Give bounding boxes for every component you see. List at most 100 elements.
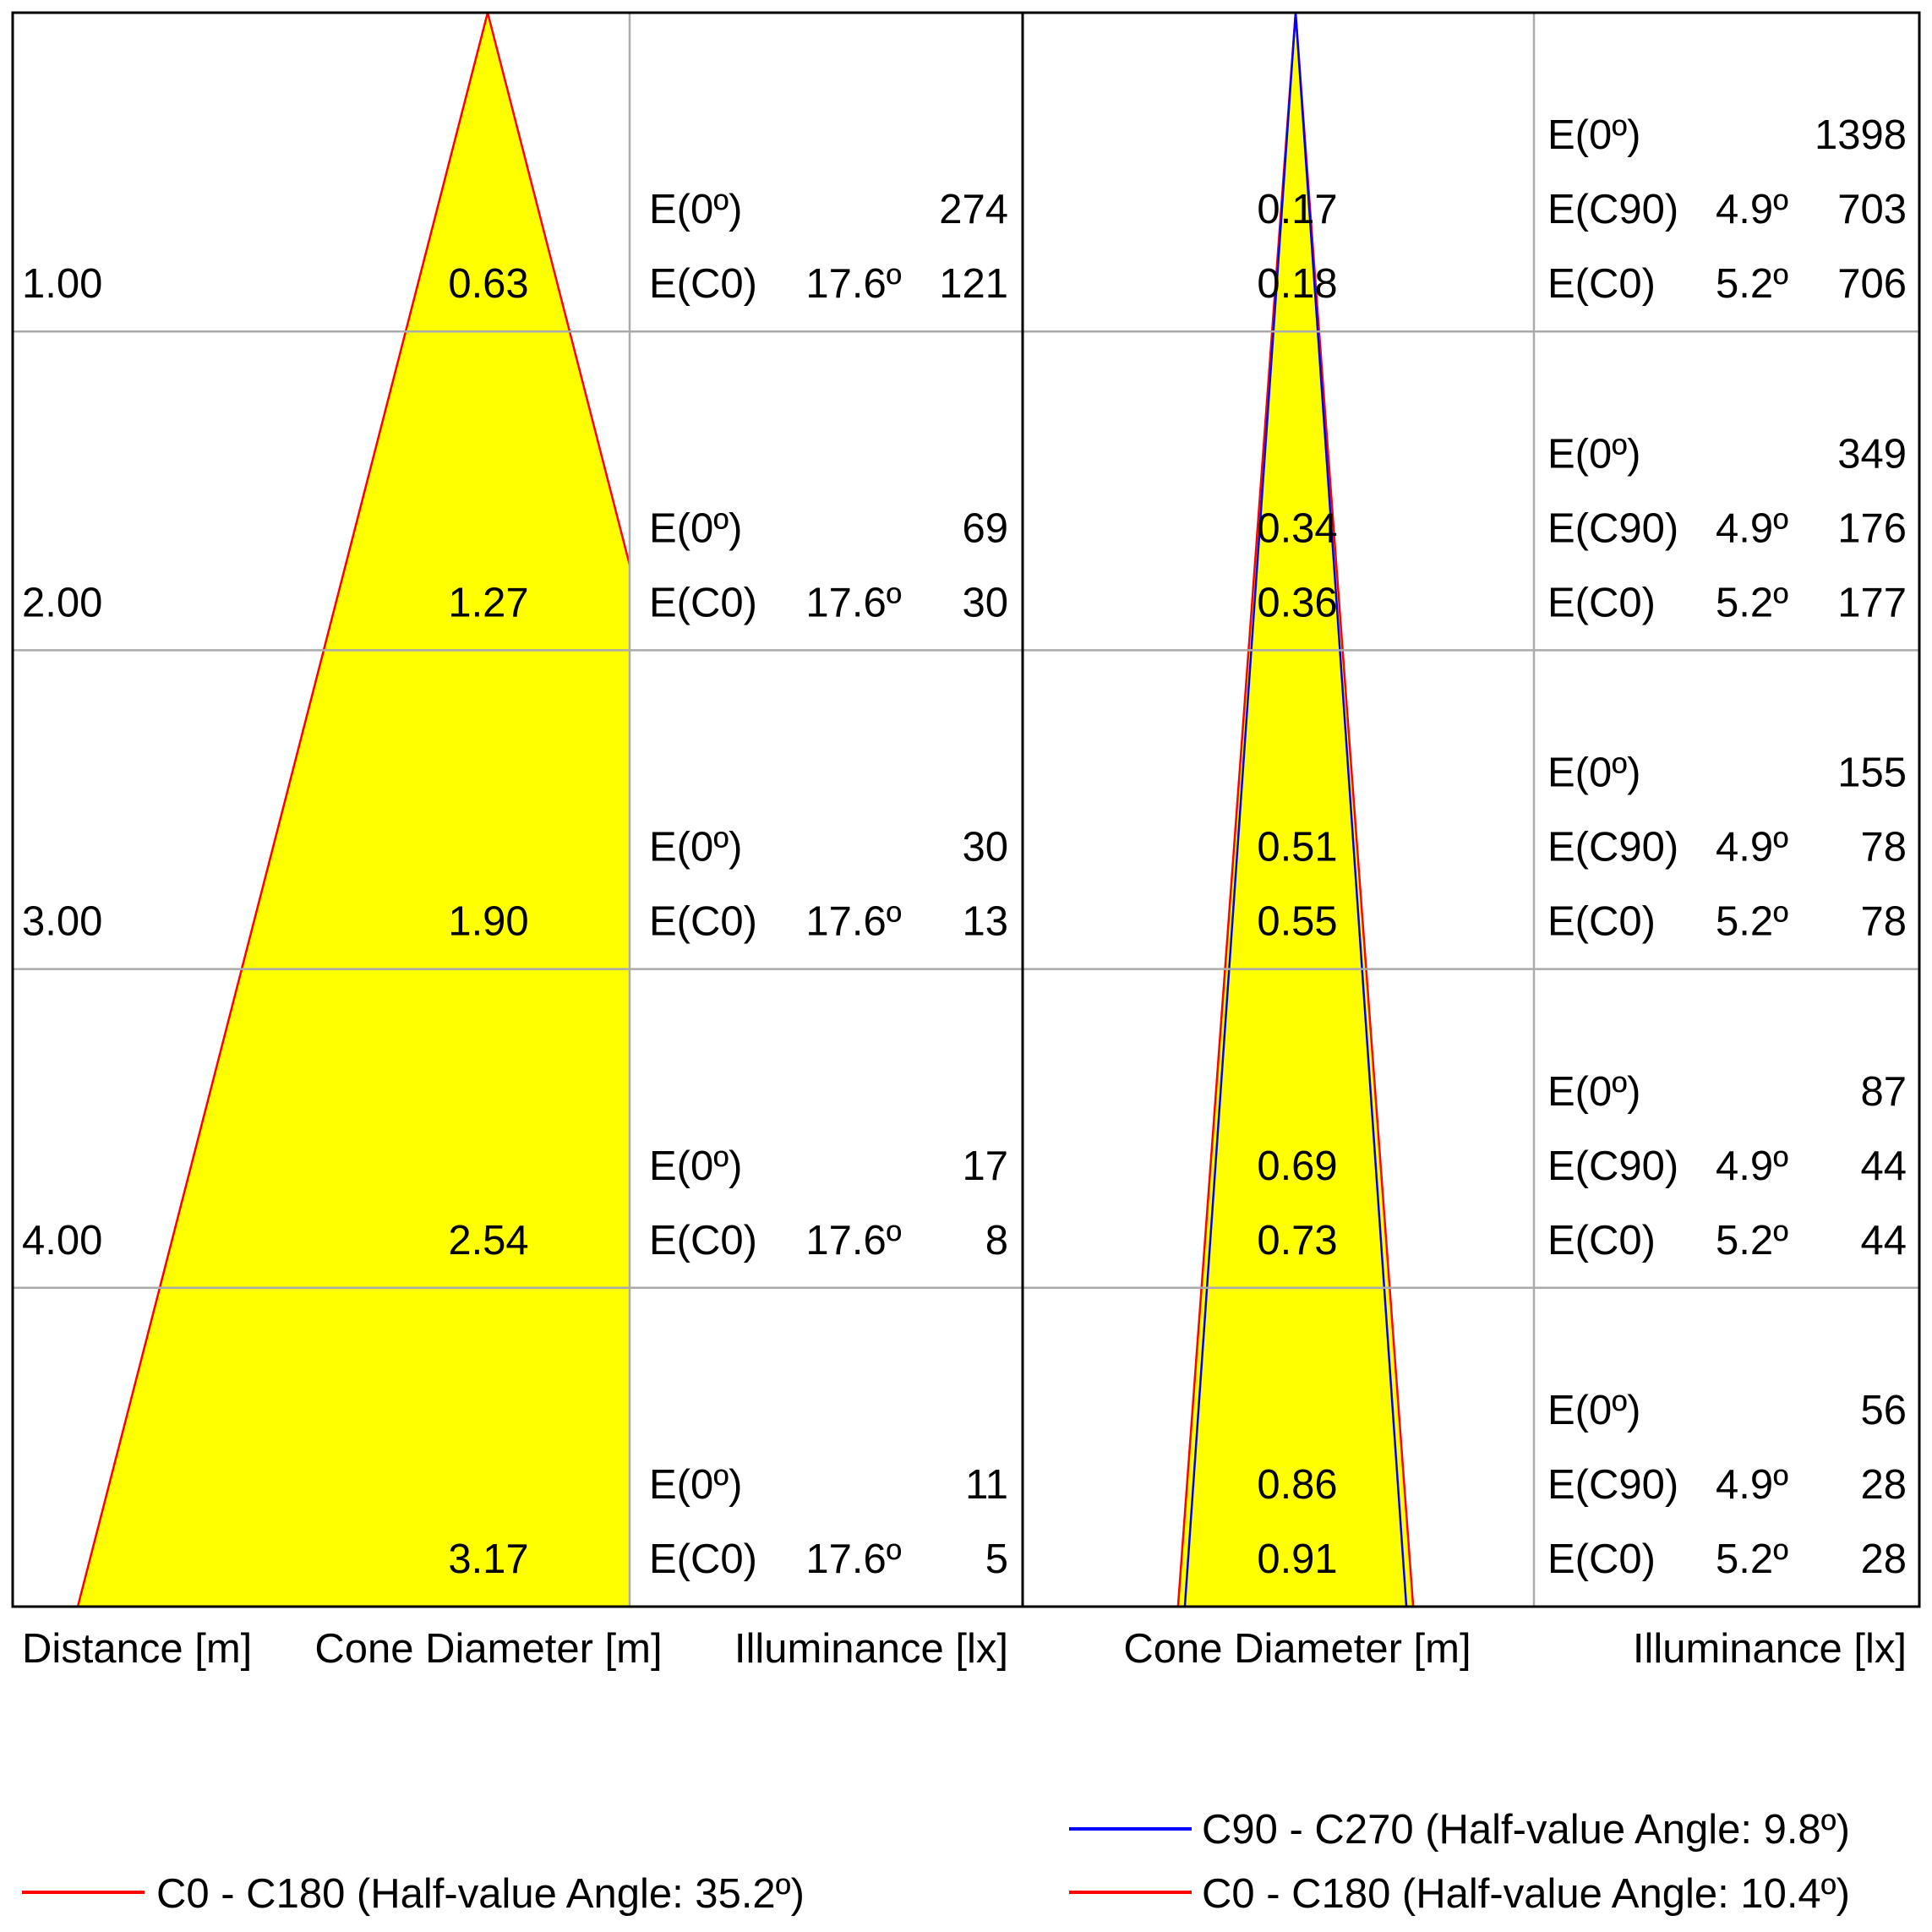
distance-column-label: Distance [m]	[22, 1626, 252, 1672]
ec0-angle: 5.2º	[1716, 580, 1788, 625]
e0-label: E(0º)	[1547, 1069, 1640, 1115]
cone-diameter-c0-value: 1.90	[448, 899, 528, 945]
cone-diameter-c0-value: 0.73	[1257, 1218, 1337, 1263]
e0-label: E(0º)	[1547, 112, 1640, 158]
e0-value: 30	[962, 825, 1008, 870]
ec0-angle: 17.6º	[805, 261, 901, 307]
ec0-value: 8	[985, 1218, 1008, 1263]
table-values: 1.00 0.63 E(0º) 274 E(C0) 17.6º 121 0.17 0.18 E(0…	[22, 112, 1907, 1582]
cone-diameter-c0-value: 2.54	[448, 1218, 528, 1263]
ec0-angle: 17.6º	[805, 580, 901, 625]
ec0-angle: 5.2º	[1716, 899, 1788, 945]
right-cone-diameter-column-label: Cone Diameter [m]	[1123, 1626, 1471, 1672]
e0-label: E(0º)	[1547, 1388, 1640, 1433]
legend-label-c0-left: C0 - C180 (Half-value Angle: 35.2º)	[156, 1871, 805, 1917]
distance-value: 2.00	[22, 580, 102, 625]
ec90-value: 78	[1860, 825, 1907, 870]
left-cone-fill	[78, 13, 630, 1607]
cone-diameter-c90-value: 0.86	[1257, 1462, 1337, 1508]
cone-diameter-c0-value: 0.36	[1257, 580, 1337, 625]
ec90-label: E(C90)	[1547, 825, 1678, 870]
cone-diameter-c0-value: 3.17	[448, 1536, 528, 1582]
e0-value: 56	[1860, 1388, 1907, 1433]
ec0-value: 13	[962, 899, 1008, 945]
right-cone-edge-c0-left	[1176, 12, 1297, 1607]
ec0-angle: 5.2º	[1716, 1536, 1788, 1582]
column-labels: Distance [m] Cone Diameter [m] Illuminan…	[22, 1626, 1907, 1672]
ec90-value: 176	[1837, 505, 1907, 551]
ec0-value: 706	[1837, 261, 1907, 307]
legend: C90 - C270 (Half-value Angle: 9.8º) C0 -…	[22, 1807, 1850, 1917]
cone-diameter-c0-value: 0.18	[1257, 261, 1337, 307]
ec90-label: E(C90)	[1547, 505, 1678, 551]
cone-diameter-c0-value: 0.91	[1257, 1536, 1337, 1582]
ec90-value: 44	[1860, 1143, 1907, 1189]
grid-lines	[13, 13, 1919, 1607]
ec0-label: E(C0)	[1547, 580, 1656, 625]
e0-label: E(0º)	[649, 1143, 742, 1189]
ec0-value: 121	[939, 261, 1008, 307]
ec0-angle: 17.6º	[805, 1536, 901, 1582]
e0-value: 11	[965, 1462, 1008, 1508]
ec0-angle: 17.6º	[805, 899, 901, 945]
left-cone-edge-c0-right	[486, 12, 631, 565]
cone-diameter-c0-value: 1.27	[448, 580, 528, 625]
legend-label-c0-right: C0 - C180 (Half-value Angle: 10.4º)	[1202, 1871, 1850, 1917]
e0-label: E(0º)	[1547, 431, 1640, 477]
ec0-label: E(C0)	[649, 580, 757, 625]
distance-value: 1.00	[22, 261, 102, 307]
ec90-value: 28	[1860, 1462, 1907, 1508]
ec0-value: 78	[1860, 899, 1907, 945]
ec90-value: 703	[1837, 187, 1907, 232]
ec0-angle: 5.2º	[1716, 1218, 1788, 1263]
ec0-value: 44	[1860, 1218, 1907, 1263]
e0-value: 155	[1837, 750, 1907, 796]
right-cone-edge-c90-left	[1183, 12, 1297, 1607]
left-cone-layer	[76, 12, 631, 1607]
left-cone-diameter-column-label: Cone Diameter [m]	[314, 1626, 662, 1672]
ec0-value: 177	[1837, 580, 1907, 625]
ec90-label: E(C90)	[1547, 1143, 1678, 1189]
left-illuminance-column-label: Illuminance [lx]	[734, 1626, 1008, 1672]
distance-value: 3.00	[22, 899, 102, 945]
ec0-label: E(C0)	[1547, 1218, 1656, 1263]
e0-value: 17	[962, 1143, 1008, 1189]
right-cone-fill	[1177, 13, 1414, 1607]
cone-diameter-c90-value: 0.51	[1257, 825, 1337, 870]
ec0-label: E(C0)	[649, 261, 757, 307]
ec90-angle: 4.9º	[1716, 505, 1788, 551]
ec0-label: E(C0)	[1547, 261, 1656, 307]
ec0-angle: 5.2º	[1716, 261, 1788, 307]
ec0-label: E(C0)	[649, 1218, 757, 1263]
ec0-value: 5	[985, 1536, 1008, 1582]
ec90-angle: 4.9º	[1716, 1462, 1788, 1508]
outer-border	[11, 11, 1921, 1608]
e0-value: 349	[1837, 431, 1907, 477]
ec90-angle: 4.9º	[1716, 187, 1788, 232]
e0-value: 69	[962, 505, 1008, 551]
cone-diameter-c90-value: 0.17	[1257, 187, 1337, 232]
ec90-label: E(C90)	[1547, 1462, 1678, 1508]
right-cone-edge-c0-right	[1294, 12, 1415, 1607]
right-cone-layer	[1176, 12, 1415, 1607]
e0-value: 274	[939, 187, 1008, 232]
e0-label: E(0º)	[649, 825, 742, 870]
cone-diameter-c90-value: 0.34	[1257, 505, 1337, 551]
ec90-label: E(C90)	[1547, 187, 1678, 232]
ec0-label: E(C0)	[1547, 1536, 1656, 1582]
ec90-angle: 4.9º	[1716, 825, 1788, 870]
ec0-label: E(C0)	[649, 899, 757, 945]
ec0-label: E(C0)	[649, 1536, 757, 1582]
right-cone-edge-c90-right	[1294, 12, 1408, 1607]
distance-value: 4.00	[22, 1218, 102, 1263]
ec0-angle: 17.6º	[805, 1218, 901, 1263]
right-illuminance-column-label: Illuminance [lx]	[1633, 1626, 1907, 1672]
chart-frame	[11, 11, 1921, 1608]
e0-label: E(0º)	[1547, 750, 1640, 796]
e0-value: 87	[1860, 1069, 1907, 1115]
ec0-value: 30	[962, 580, 1008, 625]
ec0-value: 28	[1860, 1536, 1907, 1582]
e0-label: E(0º)	[649, 505, 742, 551]
legend-label-c90-right: C90 - C270 (Half-value Angle: 9.8º)	[1202, 1807, 1850, 1853]
